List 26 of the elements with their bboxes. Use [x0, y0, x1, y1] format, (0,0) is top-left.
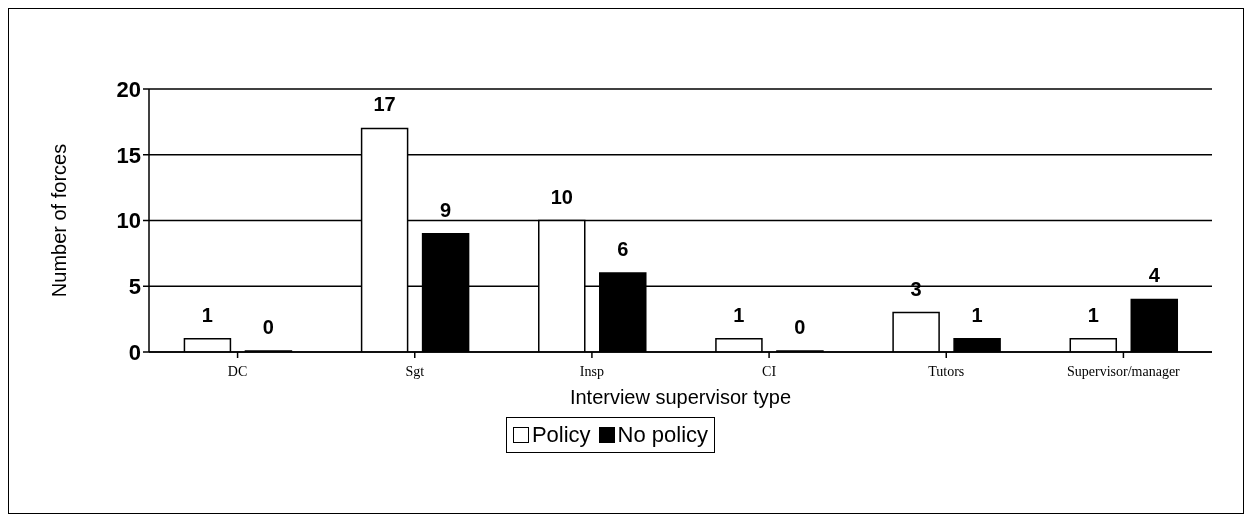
- y-tick-label: 5: [128, 274, 141, 300]
- data-label: 1: [733, 303, 745, 326]
- x-tick-label: Insp: [579, 363, 604, 379]
- legend-label: Policy: [531, 422, 591, 448]
- data-label: 10: [550, 185, 573, 208]
- x-tick-label: Tutors: [928, 363, 965, 379]
- data-label: 4: [1148, 264, 1161, 287]
- y-tick-label: 20: [116, 76, 141, 102]
- data-label: 9: [440, 198, 452, 221]
- y-tick-label: 0: [128, 339, 141, 365]
- data-label: 0: [262, 316, 274, 338]
- data-label: 1: [971, 303, 983, 326]
- x-axis-title: Interview supervisor type: [569, 386, 792, 408]
- y-tick-label: 10: [116, 208, 141, 234]
- y-tick-label: 15: [116, 142, 141, 168]
- data-label: 1: [201, 303, 213, 326]
- legend-label: No policy: [617, 422, 709, 448]
- data-label: 1: [1087, 303, 1099, 326]
- x-tick-label: Supervisor/manager: [1067, 363, 1181, 379]
- data-label: 6: [617, 238, 629, 261]
- data-label: 17: [373, 93, 396, 116]
- x-tick-label: DC: [227, 363, 248, 379]
- y-axis-title: Number of forces: [48, 143, 71, 298]
- x-tick-label: CI: [762, 363, 777, 379]
- data-label: 0: [794, 316, 806, 338]
- x-tick-label: Sgt: [405, 363, 425, 379]
